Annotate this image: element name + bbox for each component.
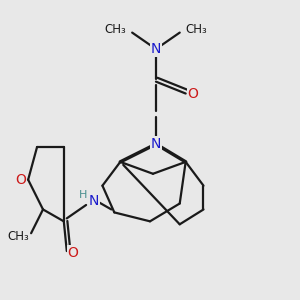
Text: N: N xyxy=(89,194,99,208)
Text: CH₃: CH₃ xyxy=(186,23,207,36)
Text: H: H xyxy=(79,190,87,200)
Text: O: O xyxy=(15,173,26,187)
Text: O: O xyxy=(67,245,78,260)
Text: N: N xyxy=(151,42,161,56)
Text: CH₃: CH₃ xyxy=(8,230,30,243)
Text: N: N xyxy=(151,137,161,151)
Text: O: O xyxy=(188,86,199,100)
Text: CH₃: CH₃ xyxy=(104,23,126,36)
